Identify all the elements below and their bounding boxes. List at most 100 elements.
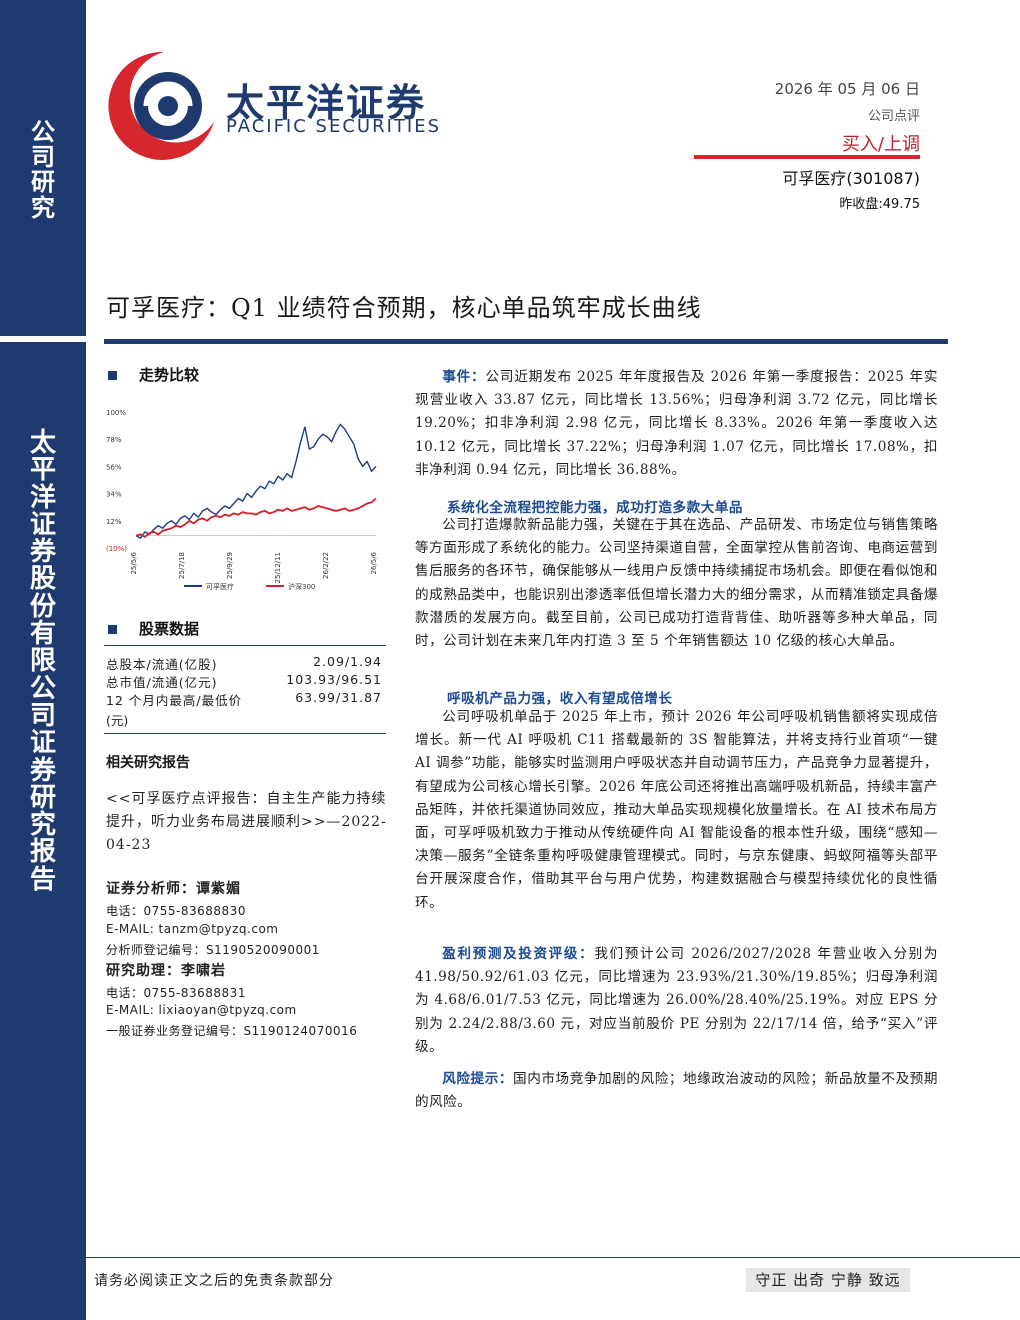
event-label: 事件： <box>442 369 486 385</box>
table-row: 总股本/流通(亿股) 2.09/1.94 <box>104 654 384 672</box>
assistant-name: 研究助理：李啸岩 <box>106 963 226 979</box>
sidebar-char: 研 <box>29 782 56 813</box>
assistant-email[interactable]: E-MAIL: lixiaoyan@tpyzq.com <box>106 1003 297 1017</box>
sidebar-char: 司 <box>31 143 55 172</box>
sidebar-char: 有 <box>29 619 56 650</box>
x-tick-label: 26/2/22 <box>322 552 330 579</box>
page-title: 可孚医疗：Q1 业绩符合预期，核心单品筑牢成长曲线 <box>106 294 702 322</box>
sidebar-char: 告 <box>29 864 56 895</box>
sidebar-char: 司 <box>29 700 56 731</box>
footer-disclaimer[interactable]: 请务必阅读正文之后的免责条款部分 <box>94 1273 334 1289</box>
assistant-registration: 一般证券业务登记编号：S1190124070016 <box>106 1024 358 1038</box>
rating: 买入/上调 <box>841 134 920 155</box>
y-tick-label: 78% <box>106 436 122 444</box>
stock-data-heading-text: 股票数据 <box>139 620 200 638</box>
sidebar-char: 证 <box>29 728 56 759</box>
y-tick-label: 34% <box>106 491 122 499</box>
forecast-paragraph: 盈利预测及投资评级：我们预计公司 2026/2027/2028 年营业收入分别为… <box>415 943 938 1059</box>
table-unit: (元) <box>106 713 129 728</box>
table-key: 总市值/流通(亿元) <box>106 675 218 690</box>
analyst-registration: 分析师登记编号：S1190520090001 <box>106 943 320 957</box>
sidebar-top-band <box>0 0 86 342</box>
risk-text: 国内市场竞争加剧的风险；地缘政治波动的风险；新品放量不及预期的风险。 <box>415 1071 939 1111</box>
sidebar-char: 券 <box>29 755 56 786</box>
rating-underline <box>694 155 920 159</box>
assistant-phone: 电话：0755-83688831 <box>106 986 246 1000</box>
sidebar-label-company-research: 公司研究 <box>0 118 86 222</box>
sidebar: 公司研究 太平洋证券股份有限公司证券研究报告 <box>0 0 86 1320</box>
sidebar-label-company-name: 太平洋证券股份有限公司证券研究报告 <box>0 428 86 895</box>
header-meta: 2026 年 05 月 06 日 公司点评 <box>775 78 920 124</box>
sidebar-char: 份 <box>29 591 56 622</box>
logo-emblem-icon <box>108 51 214 160</box>
x-tick-label: 26/5/6 <box>370 551 378 574</box>
sidebar-char: 公 <box>29 673 56 704</box>
y-tick-label: (10%) <box>106 545 127 553</box>
series-line-0 <box>135 423 377 540</box>
footer-rule <box>86 1257 1020 1258</box>
sidebar-char: 究 <box>29 810 56 841</box>
related-report-link[interactable]: <<可孚医疗点评报告：自主生产能力持续提升，听力业务布局进展顺利>>—2022-… <box>106 791 387 853</box>
table-value: 103.93/96.51 <box>286 672 382 687</box>
report-type: 公司点评 <box>867 109 920 124</box>
forecast-text: 我们预计公司 2026/2027/2028 年营业收入分别为 41.98/50.… <box>415 946 938 1055</box>
footer-motto: 守正 出奇 宁静 致远 <box>746 1268 910 1292</box>
trend-heading-text: 走势比较 <box>139 366 200 384</box>
sidebar-char: 券 <box>29 537 56 568</box>
series-line-1 <box>135 497 377 538</box>
section-heading-ventilator: 呼吸机产品力强，收入有望成倍增长 <box>447 691 673 707</box>
logo-text-cn: 太平洋证券 <box>226 81 427 125</box>
trend-heading: 走势比较 <box>108 364 199 385</box>
stock-name: 可孚医疗(301087) <box>782 169 920 188</box>
stock-data-heading: 股票数据 <box>108 618 199 639</box>
sidebar-char: 公 <box>31 118 55 146</box>
analyst-phone: 电话：0755-83688830 <box>106 904 246 918</box>
event-text: 公司近期发布 2025 年年度报告及 2026 年第一季度报告：2025 年实现… <box>415 369 939 478</box>
stock-table-bottom-rule <box>104 733 386 734</box>
stock-table: 总股本/流通(亿股) 2.09/1.94 总市值/流通(亿元) 103.93/96.… <box>104 654 384 728</box>
sidebar-gap <box>0 336 86 344</box>
close-price: 昨收盘:49.75 <box>839 197 920 212</box>
risk-paragraph: 风险提示：国内市场竞争加剧的风险；地缘政治波动的风险；新品放量不及预期的风险。 <box>415 1068 938 1114</box>
section-heading-system: 系统化全流程把控能力强，成功打造多款大单品 <box>447 500 743 516</box>
analyst-email[interactable]: E-MAIL: tanzm@tpyzq.com <box>106 922 279 936</box>
forecast-label: 盈利预测及投资评级： <box>442 946 595 962</box>
risk-label: 风险提示： <box>442 1071 514 1087</box>
sidebar-char: 平 <box>29 455 56 486</box>
sidebar-char: 限 <box>29 646 56 677</box>
title-divider <box>104 339 948 344</box>
sidebar-char: 研 <box>31 168 55 197</box>
table-key: 12 个月内最高/最低价 <box>106 693 243 708</box>
trend-chart: 100% 78% 56% 34% 12% (10%) 25/5/6 25/7/18 25/9/2… <box>104 400 388 600</box>
y-tick-label: 100% <box>106 409 126 417</box>
x-tick-label: 25/5/6 <box>130 551 138 574</box>
section-text-ventilator: 公司呼吸机单品于 2025 年上市，预计 2026 年公司呼吸机销售额将实现成倍… <box>415 709 938 911</box>
square-bullet-icon <box>108 625 117 634</box>
trend-chart-svg: 100% 78% 56% 34% 12% (10%)25/5/6 25/7/18 25/9/2… <box>106 409 378 591</box>
sidebar-char: 证 <box>29 509 56 540</box>
legend-label: 可孚医疗 <box>206 582 234 591</box>
stock-table-top-rule <box>104 645 386 646</box>
x-tick-label: 25/7/18 <box>178 552 186 579</box>
y-tick-label: 12% <box>106 518 122 526</box>
legend-label: 沪深300 <box>288 582 315 591</box>
logo: 太平洋证券 PACIFIC SECURITIES <box>106 42 446 172</box>
table-key: 总股本/流通(亿股) <box>106 657 218 672</box>
sidebar-char: 报 <box>29 837 56 868</box>
table-row: 总市值/流通(亿元) 103.93/96.51 <box>104 672 384 690</box>
sidebar-bottom-band <box>0 342 86 1320</box>
section-text-system: 公司打造爆款新品能力强，关键在于其在选品、产品研发、市场定位与销售策略等方面形成… <box>415 517 938 650</box>
report-date: 2026 年 05 月 06 日 <box>774 80 920 98</box>
sidebar-char: 太 <box>29 428 56 458</box>
event-paragraph: 事件：公司近期发布 2025 年年度报告及 2026 年第一季度报告：2025 … <box>415 366 938 482</box>
related-reports-heading: 相关研究报告 <box>106 755 190 771</box>
x-tick-label: 25/9/29 <box>226 552 234 579</box>
x-tick-label: 25/12/11 <box>274 552 282 583</box>
logo-text-en: PACIFIC SECURITIES <box>226 116 441 137</box>
y-tick-label: 56% <box>106 463 122 471</box>
sidebar-char: 究 <box>31 193 55 222</box>
sidebar-char: 洋 <box>29 482 56 513</box>
table-value: 2.09/1.94 <box>313 654 382 669</box>
square-bullet-icon <box>108 371 117 380</box>
analyst-name: 证券分析师：谭紫媚 <box>106 881 241 897</box>
